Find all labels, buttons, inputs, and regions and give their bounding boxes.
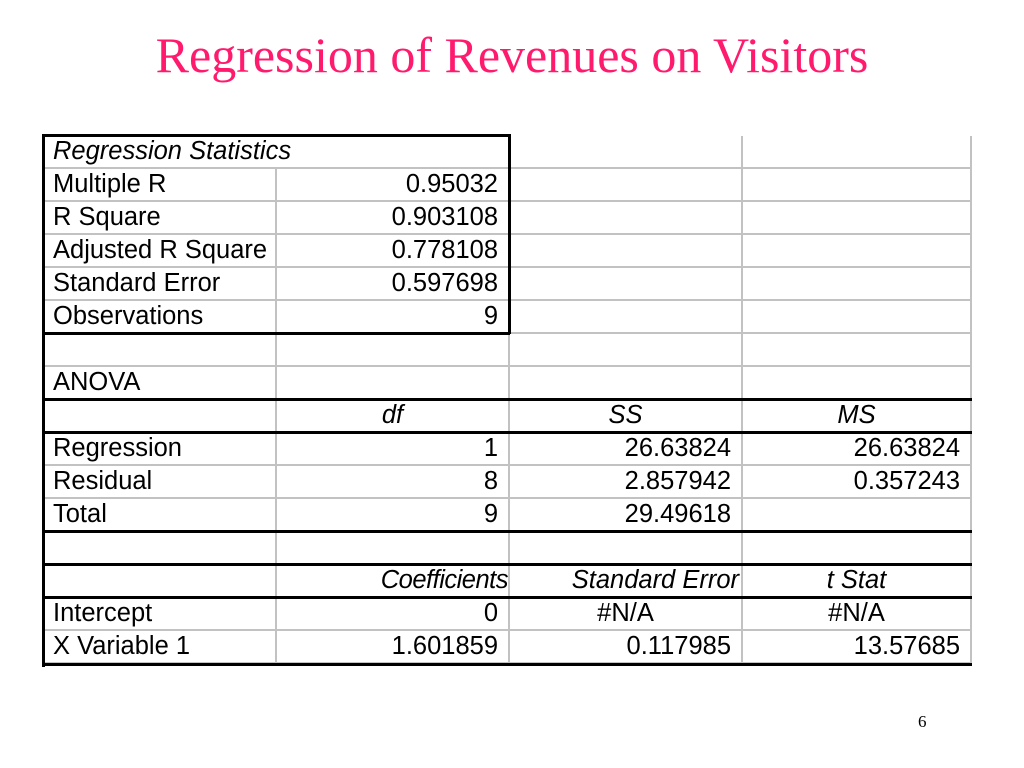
empty-cell [743,301,972,334]
stat-label-multiple-r: Multiple R [44,169,277,202]
empty-cell [743,268,972,301]
empty-cell [743,367,972,400]
coef-header-t-stat: t Stat [743,565,972,598]
stat-value-adjusted-r-square: 0.778108 [277,235,510,268]
empty-cell [510,532,743,565]
regression-output-table: Regression Statistics Multiple R 0.95032… [42,134,972,667]
coef-row-standard-error: 0.117985 [510,631,743,664]
empty-cell [510,136,743,169]
table-rule [44,134,510,137]
empty-cell [277,367,510,400]
table-rule [508,134,511,334]
page-number: 6 [918,712,927,731]
anova-row-df: 8 [277,466,510,499]
stat-value-multiple-r: 0.95032 [277,169,510,202]
regression-statistics-header: Regression Statistics [44,136,510,169]
empty-cell [743,169,972,202]
coef-row-coefficient: 0 [277,598,510,631]
anova-row-label: Residual [44,466,277,499]
slide-title: Regression of Revenues on Visitors [155,27,869,83]
anova-row-ms: 0.357243 [743,466,972,499]
anova-row-label: Total [44,499,277,532]
empty-cell [277,532,510,565]
empty-cell [44,532,277,565]
stat-value-r-square: 0.903108 [277,202,510,235]
table-rule [44,663,972,666]
empty-cell [743,235,972,268]
table-rule [44,563,972,566]
coef-row-label: X Variable 1 [44,631,277,664]
empty-cell [510,202,743,235]
anova-row-ms: 26.63824 [743,433,972,466]
table-rule [42,134,45,667]
coef-row-standard-error: #N/A [510,598,743,631]
coef-header-standard-error: Standard Error [510,565,743,598]
empty-cell [510,301,743,334]
coef-row-coefficient: 1.601859 [277,631,510,664]
table-rule [44,530,972,533]
empty-cell [510,268,743,301]
anova-row-df: 1 [277,433,510,466]
anova-row-ss: 2.857942 [510,466,743,499]
empty-cell [44,400,277,433]
anova-row-df: 9 [277,499,510,532]
empty-cell [44,334,277,367]
coef-row-t-stat: #N/A [743,598,972,631]
stat-label-observations: Observations [44,301,277,334]
anova-row-label: Regression [44,433,277,466]
table-rule [44,332,510,335]
empty-cell [510,169,743,202]
stat-value-observations: 9 [277,301,510,334]
anova-row-ss: 29.49618 [510,499,743,532]
empty-cell [510,334,743,367]
anova-header-ms: MS [743,400,972,433]
anova-row-ms [743,499,972,532]
empty-cell [743,136,972,169]
anova-header-ss: SS [510,400,743,433]
coef-header-coefficients: Coefficients [277,565,510,598]
coef-row-t-stat: 13.57685 [743,631,972,664]
empty-cell [510,235,743,268]
stat-label-adjusted-r-square: Adjusted R Square [44,235,277,268]
anova-row-ss: 26.63824 [510,433,743,466]
anova-label: ANOVA [44,367,277,400]
table-rule [44,431,972,434]
stat-label-r-square: R Square [44,202,277,235]
anova-header-df: df [277,400,510,433]
empty-cell [44,565,277,598]
stat-value-standard-error: 0.597698 [277,268,510,301]
table-rule [44,596,972,599]
empty-cell [277,334,510,367]
stat-label-standard-error: Standard Error [44,268,277,301]
empty-cell [743,334,972,367]
table-rule [44,398,972,401]
empty-cell [510,367,743,400]
coef-row-label: Intercept [44,598,277,631]
empty-cell [743,532,972,565]
empty-cell [743,202,972,235]
